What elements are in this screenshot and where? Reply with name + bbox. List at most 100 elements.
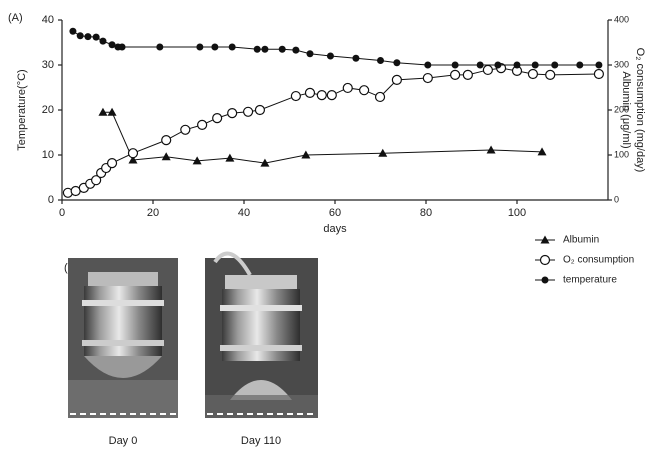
marker-open-circle [545, 69, 556, 81]
marker-open-circle [242, 106, 254, 117]
marker-open-circle [342, 82, 353, 94]
marker-circle [92, 33, 100, 41]
marker-open-circle [422, 72, 433, 84]
y-tick-label: 10 [42, 149, 54, 161]
marker-triangle [378, 148, 388, 157]
marker-open-circle [227, 108, 238, 119]
marker-circle [211, 43, 219, 51]
marker-circle [261, 45, 269, 53]
marker-open-circle [359, 85, 370, 96]
x-tick-label: 100 [508, 207, 526, 219]
x-tick-label: 40 [238, 207, 250, 219]
y2-tick-label: 300 [614, 59, 629, 69]
y2-axis-label: O₂ consumption (mg/day) [634, 48, 646, 173]
marker-open-circle [254, 104, 266, 116]
marker-open-circle [180, 124, 191, 135]
y-axis-label: Temperature(°C) [16, 69, 28, 150]
photo-caption: Day 110 [241, 435, 281, 447]
photo-caption: Day 0 [109, 435, 138, 447]
marker-open-circle [91, 175, 102, 186]
marker-circle [228, 43, 236, 51]
marker-triangle [486, 145, 496, 154]
marker-circle [278, 45, 286, 53]
marker-circle [541, 276, 549, 284]
marker-triangle [161, 152, 171, 161]
y2-axis-label: Albumin (μg/ml) [620, 71, 632, 148]
x-tick-label: 80 [420, 207, 432, 219]
y-tick-label: 0 [48, 194, 54, 206]
marker-triangle [537, 147, 547, 156]
marker-open-circle [316, 90, 327, 101]
marker-circle [451, 61, 459, 69]
marker-triangle [98, 107, 108, 116]
marker-open-circle [450, 69, 461, 81]
marker-circle [76, 32, 84, 40]
marker-triangle [128, 155, 138, 164]
y2-tick-label: 400 [614, 14, 629, 24]
marker-circle [326, 52, 334, 60]
marker-circle [196, 43, 204, 51]
marker-circle [84, 33, 92, 41]
marker-open-circle [462, 69, 473, 81]
marker-open-circle [304, 87, 316, 99]
marker-circle [424, 61, 432, 69]
marker-circle [253, 45, 261, 53]
marker-circle [576, 61, 584, 69]
marker-circle [393, 59, 401, 67]
y-tick-label: 30 [42, 59, 54, 71]
series-line [67, 67, 599, 194]
marker-circle [292, 46, 300, 54]
marker-circle [118, 43, 126, 51]
marker-triangle [192, 156, 202, 165]
marker-open-circle [212, 112, 223, 124]
marker-circle [377, 57, 384, 64]
y-tick-label: 40 [42, 14, 54, 26]
marker-triangle [260, 158, 270, 167]
marker-open-circle [374, 91, 386, 103]
marker-circle [99, 37, 107, 45]
y2-tick-label: 100 [614, 149, 629, 159]
plot: 0 20 40 60 80 1000102030400100200300400Albumi… [42, 14, 634, 286]
marker-circle [476, 61, 484, 69]
x-axis-label: days [323, 223, 347, 235]
x-tick-label: 20 [147, 207, 159, 219]
legend-label: temperature [563, 275, 617, 286]
marker-circle [108, 41, 116, 49]
photo [68, 258, 178, 418]
marker-circle [69, 27, 77, 35]
marker-circle [531, 61, 539, 69]
marker-open-circle [539, 254, 551, 266]
panel-label: (A) [8, 12, 23, 24]
marker-open-circle [326, 90, 337, 101]
marker-circle [306, 50, 314, 58]
marker-open-circle [593, 68, 605, 80]
marker-open-circle [290, 90, 301, 102]
x-tick-label: 0 [59, 207, 65, 219]
marker-open-circle [197, 119, 208, 130]
marker-circle [595, 61, 603, 69]
legend-label: O₂ consumption [563, 255, 634, 266]
x-tick-label: 60 [329, 207, 341, 219]
marker-open-circle [161, 135, 172, 146]
marker-circle [551, 61, 559, 69]
marker-open-circle [106, 158, 118, 169]
y2-tick-label: 0 [614, 194, 619, 204]
marker-open-circle [127, 148, 139, 159]
series-line [72, 30, 599, 66]
marker-triangle [107, 107, 117, 116]
marker-circle [513, 61, 521, 69]
marker-open-circle [391, 74, 402, 85]
marker-circle [352, 54, 360, 62]
marker-circle [494, 61, 502, 69]
photo [205, 251, 318, 418]
marker-triangle [225, 153, 235, 162]
legend-label: Albumin [563, 235, 599, 246]
y2-tick-label: 200 [614, 104, 629, 114]
marker-triangle [540, 235, 550, 244]
marker-open-circle [482, 64, 493, 76]
marker-circle [156, 43, 164, 51]
marker-open-circle [527, 68, 539, 80]
marker-triangle [301, 150, 311, 159]
